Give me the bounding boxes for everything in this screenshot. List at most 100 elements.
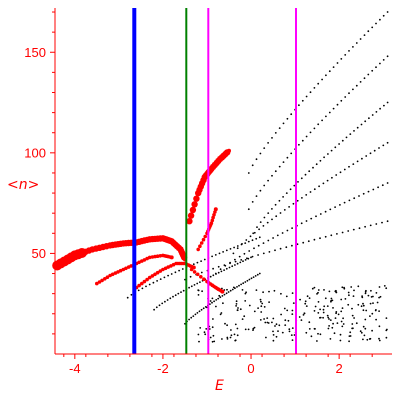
black-data-point bbox=[361, 157, 363, 160]
black-data-point bbox=[340, 298, 343, 301]
black-data-point bbox=[174, 294, 177, 297]
black-data-point bbox=[296, 243, 299, 246]
black-data-point bbox=[192, 263, 195, 266]
black-data-point bbox=[326, 314, 329, 317]
black-data-point bbox=[330, 297, 333, 300]
black-data-point bbox=[339, 339, 342, 342]
black-data-point bbox=[362, 309, 365, 312]
black-data-point bbox=[381, 184, 384, 187]
black-data-point bbox=[156, 280, 159, 282]
black-data-point bbox=[231, 288, 234, 291]
black-data-point bbox=[258, 236, 261, 239]
black-data-point bbox=[267, 142, 269, 144]
black-data-point bbox=[324, 210, 327, 213]
black-data-point bbox=[193, 284, 196, 286]
black-data-point bbox=[322, 311, 325, 314]
black-data-point bbox=[279, 212, 282, 214]
black-data-point bbox=[215, 299, 218, 301]
red-data-point bbox=[195, 272, 200, 277]
black-data-point bbox=[259, 298, 262, 301]
black-data-point bbox=[293, 334, 296, 336]
black-data-point bbox=[319, 237, 321, 240]
black-data-point bbox=[373, 149, 376, 152]
black-data-point bbox=[370, 296, 373, 298]
red-data-point bbox=[97, 280, 102, 284]
black-data-point bbox=[327, 327, 330, 330]
red-data-point bbox=[189, 206, 197, 214]
black-data-point bbox=[292, 302, 295, 304]
black-data-point bbox=[217, 271, 220, 274]
black-data-point bbox=[280, 313, 282, 316]
black-data-point bbox=[385, 287, 388, 290]
black-data-point bbox=[326, 305, 329, 307]
black-data-point bbox=[218, 294, 221, 297]
black-data-point bbox=[253, 247, 255, 250]
black-data-point bbox=[282, 122, 285, 125]
black-data-point bbox=[332, 66, 335, 68]
black-data-point bbox=[348, 294, 350, 297]
red-data-point bbox=[100, 278, 104, 283]
black-data-point bbox=[369, 315, 371, 317]
black-data-point bbox=[130, 293, 133, 296]
red-data-point bbox=[161, 267, 165, 272]
black-data-point bbox=[375, 111, 378, 113]
black-data-point bbox=[285, 192, 288, 195]
red-data-point bbox=[186, 218, 193, 225]
black-data-point bbox=[263, 147, 266, 150]
black-data-point bbox=[350, 286, 353, 288]
black-data-point bbox=[353, 317, 355, 319]
black-data-point bbox=[211, 301, 213, 304]
black-data-point bbox=[282, 161, 285, 164]
black-data-point bbox=[300, 319, 303, 321]
black-data-point bbox=[337, 313, 340, 316]
black-data-point bbox=[375, 318, 377, 321]
black-data-point bbox=[291, 227, 293, 230]
black-data-point bbox=[218, 252, 221, 255]
black-data-point bbox=[259, 189, 262, 192]
black-data-point bbox=[240, 243, 243, 246]
black-data-point bbox=[266, 317, 269, 319]
black-data-point bbox=[204, 333, 207, 336]
black-data-point bbox=[221, 287, 223, 290]
black-data-point bbox=[252, 327, 255, 330]
black-data-point bbox=[378, 286, 381, 288]
black-data-point bbox=[280, 292, 282, 295]
black-data-point bbox=[194, 313, 197, 316]
black-data-point bbox=[298, 316, 301, 318]
red-data-point bbox=[196, 247, 200, 252]
black-data-point bbox=[236, 286, 238, 288]
black-data-point bbox=[221, 295, 224, 297]
black-data-point bbox=[250, 256, 252, 259]
black-data-point bbox=[274, 325, 276, 327]
black-data-point bbox=[335, 289, 337, 292]
black-data-point bbox=[226, 288, 228, 291]
black-data-point bbox=[340, 99, 343, 102]
black-data-point bbox=[260, 305, 263, 308]
black-data-point bbox=[257, 307, 259, 309]
black-data-point bbox=[148, 283, 151, 286]
black-data-point bbox=[282, 196, 284, 198]
black-data-point bbox=[362, 192, 365, 195]
black-data-point bbox=[328, 70, 331, 73]
black-data-point bbox=[234, 260, 237, 263]
red-data-point bbox=[103, 277, 107, 281]
black-data-point bbox=[159, 278, 162, 280]
black-data-point bbox=[314, 328, 316, 330]
black-data-point bbox=[277, 330, 279, 332]
black-data-point bbox=[382, 14, 385, 17]
black-data-point bbox=[244, 259, 247, 261]
black-data-point bbox=[313, 310, 316, 312]
black-data-point bbox=[223, 293, 226, 296]
black-data-point bbox=[334, 317, 337, 319]
black-data-point bbox=[286, 309, 289, 312]
black-data-point bbox=[174, 271, 177, 274]
black-data-point bbox=[268, 251, 271, 253]
red-data-point bbox=[118, 268, 123, 273]
red-data-point bbox=[203, 234, 207, 239]
black-data-point bbox=[254, 275, 257, 277]
black-data-point bbox=[371, 69, 374, 72]
black-data-point bbox=[266, 221, 269, 224]
black-data-point bbox=[315, 215, 317, 218]
black-data-point bbox=[322, 316, 324, 319]
black-data-point bbox=[266, 321, 269, 324]
